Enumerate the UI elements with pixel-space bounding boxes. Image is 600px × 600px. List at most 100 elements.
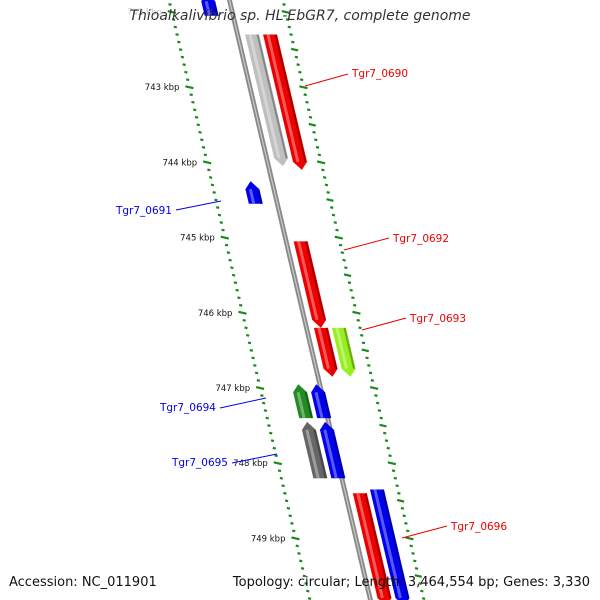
scale-minor-tick [287,25,292,29]
scale-minor-tick [171,18,176,21]
scale-minor-tick [306,108,311,112]
gene-label-leader [175,200,222,211]
gene-arrow-shadow [212,0,219,16]
scale-tick-label: 749 kbp [251,534,286,544]
scale-major-tick [202,160,212,165]
gene-label[interactable]: Tgr7_0691 [115,205,172,217]
gene-arrow-highlight [297,241,319,321]
genome-backbone-highlight [228,0,372,600]
scale-minor-tick [315,145,320,149]
genome-title: Thioalkalivibrio sp. HL-EbGR7, complete … [129,8,471,24]
scale-minor-tick [237,296,241,300]
scale-minor-tick [365,356,369,360]
scale-minor-tick [267,424,271,428]
gene-label[interactable]: Tgr7_0692 [392,233,449,245]
scale-minor-tick [329,206,334,209]
scale-minor-tick [270,439,275,443]
scale-minor-tick [367,364,371,367]
scale-minor-tick [321,168,325,172]
scale-minor-tick [404,521,408,525]
scale-tick-label: 746 kbp [198,309,233,319]
scale-minor-tick [347,281,352,285]
gene-arrow[interactable] [245,181,263,204]
scale-minor-tick [421,597,426,600]
gene-arrow-highlight [335,327,348,370]
scale-minor-tick [279,476,284,480]
scale-minor-tick [256,379,261,382]
scale-minor-tick [324,183,329,187]
scale-minor-tick [231,273,236,277]
scale-major-tick [281,9,291,15]
scale-major-tick [387,461,397,466]
scale-minor-tick [370,379,375,382]
scale-minor-tick [397,491,401,495]
gene-label-leader [343,237,390,251]
scale-minor-tick [249,348,254,352]
scale-tick-label: 744 kbp [162,158,197,168]
scale-minor-tick [251,356,255,360]
scale-minor-tick [314,138,318,142]
scale-minor-tick [413,559,417,563]
scale-minor-tick [420,589,424,593]
scale-minor-tick [411,552,415,555]
scale-minor-tick [391,469,396,473]
scale-tick-label: 747 kbp [215,384,250,394]
scale-minor-tick [405,529,410,533]
scale-minor-tick [418,582,422,585]
scale-minor-tick [400,506,405,510]
scale-minor-tick [308,115,313,119]
scale-minor-tick [379,423,387,428]
scale-minor-tick [393,476,398,480]
scale-minor-tick [396,498,405,503]
gene-label-leader [361,317,407,331]
gene-arrow-shadow [322,392,331,419]
scale-minor-tick [263,409,268,412]
scale-minor-tick [217,213,222,217]
gene-label[interactable]: Tgr7_0690 [351,68,408,80]
gene-label[interactable]: Tgr7_0693 [409,313,466,325]
scale-minor-tick [304,582,308,585]
scale-minor-tick [246,333,250,337]
scale-minor-tick [261,401,266,405]
scale-minor-tick [254,371,259,375]
gene-label[interactable]: Tgr7_0695 [171,457,228,469]
scale-minor-tick [207,168,211,172]
scale-minor-tick [360,333,364,337]
scale-minor-tick [333,221,338,224]
scale-major-tick [405,536,414,541]
gene-arrow-highlight [373,489,402,599]
gene-label[interactable]: Tgr7_0696 [450,521,507,533]
scale-minor-tick [215,206,220,209]
scale-minor-tick [317,153,322,157]
gene-arrow-highlight [296,391,306,419]
scale-minor-tick [409,544,413,548]
scale-minor-tick [210,183,215,187]
scale-minor-tick [219,221,224,224]
scale-minor-tick [288,514,292,518]
gene-arrow-highlight [323,429,338,479]
scale-minor-tick [326,198,334,202]
scale-minor-tick [294,55,299,59]
gene-label-leader [304,73,349,87]
scale-minor-tick [305,100,309,104]
scale-tick-label: 748 kbp [233,459,268,469]
scale-minor-tick [414,567,419,570]
gene-label[interactable]: Tgr7_0694 [159,402,216,414]
scale-minor-tick [200,138,204,142]
gene-arrow-highlight [317,327,330,370]
scale-minor-tick [180,55,185,59]
scale-minor-tick [203,153,208,157]
gene-arrow-shadow [364,493,391,599]
scale-minor-tick [303,93,307,97]
scale-minor-tick [299,559,303,563]
gene-arrow-shadow [256,188,263,204]
scale-minor-tick [235,288,239,292]
gene-arrow-shadow [381,489,409,599]
scale-minor-tick [351,296,355,300]
scale-minor-tick [233,281,238,285]
scale-minor-tick [182,63,186,67]
scale-minor-tick [340,251,345,255]
scale-minor-tick [414,574,423,578]
scale-minor-tick [228,258,232,262]
